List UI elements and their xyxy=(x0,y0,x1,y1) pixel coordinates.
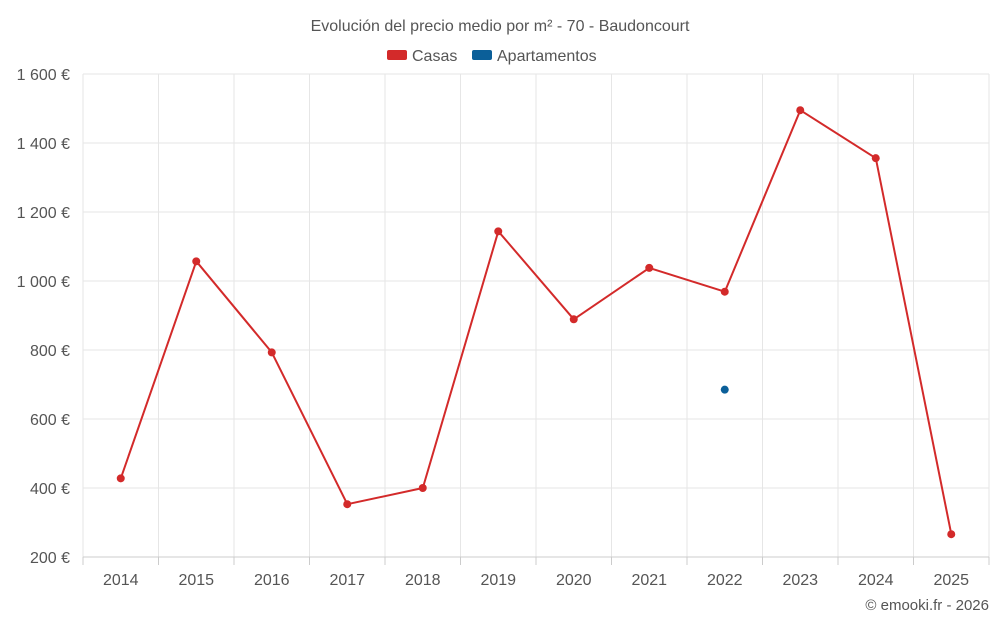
credit-text: © emooki.fr - 2026 xyxy=(865,597,989,614)
x-tick-label: 2019 xyxy=(480,572,516,589)
legend-swatch-casas xyxy=(387,50,407,60)
legend-swatch-apartamentos xyxy=(472,50,492,60)
y-tick-label: 1 600 € xyxy=(17,67,70,84)
data-point-casas[interactable] xyxy=(343,500,352,509)
data-point-casas[interactable] xyxy=(267,348,276,357)
legend-label-casas: Casas xyxy=(412,48,457,65)
x-tick-label: 2015 xyxy=(178,572,214,589)
y-tick-label: 200 € xyxy=(30,550,70,567)
y-tick-label: 1 400 € xyxy=(17,136,70,153)
y-axis: 200 € 400 € 600 € 800 € 1 000 € 1 200 € 1 400 … xyxy=(17,67,70,567)
series-layer xyxy=(116,106,956,539)
data-point-casas[interactable] xyxy=(796,106,805,115)
x-tick-label: 2024 xyxy=(858,572,894,589)
x-axis: 2014 2015 2016 2017 2018 2019 2020 2021 2022 2023… xyxy=(82,556,990,589)
data-point-casas[interactable] xyxy=(720,287,729,296)
x-tick-label: 2021 xyxy=(631,572,667,589)
data-point-apartamentos[interactable] xyxy=(720,385,729,394)
legend: Casas Apartamentos xyxy=(387,48,597,65)
x-tick-label: 2018 xyxy=(405,572,441,589)
chart-title: Evolución del precio medio por m² - 70 -… xyxy=(311,18,690,35)
data-point-casas[interactable] xyxy=(494,227,503,236)
x-tick-label: 2020 xyxy=(556,572,592,589)
series-line-casas xyxy=(119,109,953,535)
x-tick-label: 2025 xyxy=(933,572,969,589)
y-tick-label: 600 € xyxy=(30,412,70,429)
x-tick-label: 2016 xyxy=(254,572,290,589)
data-point-casas[interactable] xyxy=(418,484,427,492)
data-point-casas[interactable] xyxy=(871,154,880,163)
grid xyxy=(82,73,990,557)
data-point-casas[interactable] xyxy=(116,474,125,483)
data-point-casas[interactable] xyxy=(192,257,201,266)
data-point-casas[interactable] xyxy=(569,315,578,324)
x-tick-label: 2014 xyxy=(103,572,139,589)
x-tick-label: 2022 xyxy=(707,572,743,589)
x-tick-label: 2023 xyxy=(782,572,818,589)
y-tick-label: 800 € xyxy=(30,343,70,360)
legend-item-apartamentos[interactable]: Apartamentos xyxy=(472,48,597,65)
legend-item-casas[interactable]: Casas xyxy=(387,48,457,65)
data-point-casas[interactable] xyxy=(645,263,654,272)
y-tick-label: 1 000 € xyxy=(17,274,70,291)
data-point-casas[interactable] xyxy=(947,530,956,539)
legend-label-apartamentos: Apartamentos xyxy=(497,48,597,65)
x-tick-label: 2017 xyxy=(329,572,365,589)
y-tick-label: 1 200 € xyxy=(17,205,70,222)
y-tick-label: 400 € xyxy=(30,481,70,498)
